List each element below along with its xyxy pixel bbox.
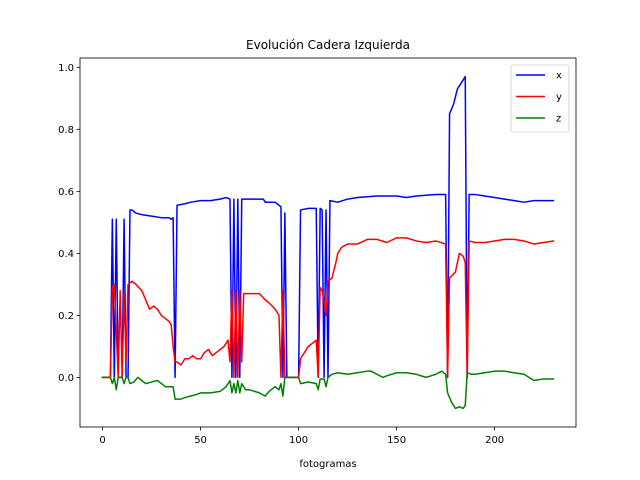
series-line-y [101,237,555,379]
y-axis: 0.0 0.2 0.4 0.6 0.8 1.0 [58,63,80,384]
legend-label-y: y [556,92,562,103]
y-tick-label: 0.2 [58,311,74,322]
legend-label-x: x [556,71,562,82]
x-tick-label: 50 [194,435,207,446]
x-axis: 0 50 100 150 200 [99,427,504,446]
x-tick-label: 0 [99,435,105,446]
y-tick-label: 0.6 [58,187,74,198]
y-tick-label: 1.0 [58,63,74,74]
series-line-x [101,75,555,379]
chart-title: Evolución Cadera Izquierda [246,38,410,52]
x-tick-label: 200 [485,435,504,446]
y-tick-label: 0.4 [58,249,74,260]
series-line-z [101,370,555,410]
y-tick-label: 0.8 [58,125,74,136]
y-tick-label: 0.0 [58,373,74,384]
legend: xyz [510,64,570,133]
plot-area-frame [79,57,577,428]
x-axis-label: fotogramas [299,459,356,470]
legend-box [510,64,570,133]
series-layer [101,75,555,410]
legend-label-z: z [556,114,561,125]
x-tick-label: 100 [289,435,308,446]
x-tick-label: 150 [387,435,406,446]
